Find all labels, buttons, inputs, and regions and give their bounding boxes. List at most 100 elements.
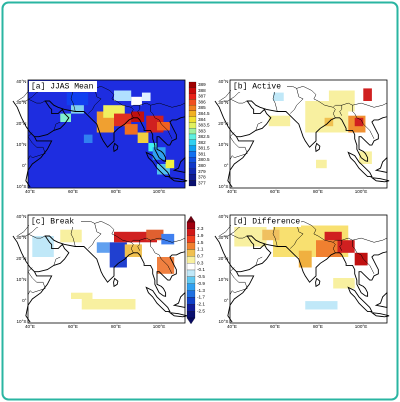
latitude-label: 40°N [218, 79, 228, 84]
colorbar-swatch [188, 139, 197, 146]
colorbar-swatch [186, 311, 196, 319]
colorbar-swatch [186, 263, 196, 271]
longitude-label: 100°E [355, 189, 368, 194]
colorbar-swatch [188, 116, 197, 123]
map-panel [11, 79, 189, 189]
latitude-label: 40°N [16, 79, 26, 84]
colorbar-label: -2.5 [197, 308, 205, 313]
colorbar-label: 383 [198, 128, 206, 133]
latitude-label: 20°N [16, 256, 26, 261]
colorbar-swatch [186, 297, 196, 305]
longitude-label: 60°E [68, 324, 78, 329]
panel-title: [b] Active [233, 83, 281, 92]
colorbar-swatch [188, 128, 197, 135]
longitude-label: 40°E [227, 189, 237, 194]
latitude-label: 0° [224, 163, 229, 168]
colorbar-label: 384 [198, 117, 206, 122]
colorbar-label: 380.5 [198, 157, 210, 162]
colorbar-label: 2.3 [197, 226, 204, 231]
colorbar-label: -1.3 [197, 288, 205, 293]
longitude-label: 80°E [313, 324, 323, 329]
longitude-label: 40°E [227, 324, 237, 329]
colorbar-label: -0.9 [197, 281, 205, 286]
panel-title: [c] Break [31, 218, 74, 227]
colorbar-swatch [188, 174, 197, 181]
latitude-label: 10°S [218, 184, 228, 189]
latitude-label: 30°N [16, 235, 26, 240]
colorbar-swatch [188, 122, 197, 129]
latitude-label: 0° [22, 298, 27, 303]
colorbar-swatch [186, 235, 196, 243]
colorbar-swatch [186, 290, 196, 298]
longitude-label: 100°E [153, 324, 166, 329]
colorbar-label: -0.1 [197, 267, 205, 272]
latitude-label: 20°N [16, 121, 26, 126]
latitude-label: 20°N [218, 256, 228, 261]
longitude-label: 40°E [25, 324, 35, 329]
longitude-label: 100°E [355, 324, 368, 329]
longitude-label: 80°E [111, 189, 121, 194]
colorbar-label: 381.5 [198, 146, 210, 151]
latitude-label: 20°N [218, 121, 228, 126]
colorbar-swatch [188, 81, 197, 88]
longitude-label: 60°E [270, 189, 280, 194]
colorbar-label: 377 [198, 180, 206, 185]
colorbar-label: 384.5 [198, 111, 210, 116]
colorbar-swatch [188, 162, 197, 169]
latitude-label: 40°N [16, 214, 26, 219]
colorbar-swatch [188, 151, 197, 158]
latitude-label: 10°N [16, 142, 26, 147]
colorbar-label: 0.3 [197, 260, 204, 265]
colorbar-swatch [188, 110, 197, 117]
panel-title: [a] JJAS Mean [31, 83, 94, 92]
colorbar-label: 387 [198, 94, 206, 99]
colorbar-label: 381 [198, 151, 206, 156]
latitude-label: 0° [224, 298, 229, 303]
longitude-label: 60°E [68, 189, 78, 194]
colorbar-label: 383.5 [198, 123, 210, 128]
latitude-label: 10°S [16, 319, 26, 324]
latitude-label: 10°N [16, 277, 26, 282]
latitude-label: 30°N [16, 100, 26, 105]
colorbar-swatch [186, 221, 196, 229]
latitude-label: 0° [22, 163, 27, 168]
colorbar-label: 1.1 [197, 247, 204, 252]
colorbar-label: 379 [198, 169, 206, 174]
latitude-label: 40°N [218, 214, 228, 219]
map-panel [11, 214, 189, 324]
latitude-label: 10°S [218, 319, 228, 324]
longitude-label: 80°E [313, 189, 323, 194]
colorbar-label: -1.7 [197, 295, 205, 300]
colorbar-swatch [186, 256, 196, 264]
panel-title: [d] Difference [233, 218, 300, 227]
colorbar-swatch [186, 249, 196, 257]
longitude-label: 60°E [270, 324, 280, 329]
colorbar-swatch [188, 145, 197, 152]
colorbar-label: -0.5 [197, 274, 205, 279]
colorbar-label: -2.1 [197, 302, 205, 307]
colorbar-swatch [186, 304, 196, 312]
colorbar-swatch [186, 276, 196, 284]
colorbar-label: 0.7 [197, 254, 204, 259]
map-panel [213, 214, 391, 324]
latitude-label: 10°N [218, 142, 228, 147]
colorbar-swatch [188, 99, 197, 106]
colorbar-swatch [188, 180, 197, 187]
colorbar-arrow [186, 317, 196, 325]
latitude-label: 10°N [218, 277, 228, 282]
colorbar-swatch [186, 228, 196, 236]
colorbar-swatch [188, 87, 197, 94]
colorbar-swatch [188, 93, 197, 100]
colorbar-label: 380 [198, 163, 206, 168]
colorbar-label: 385 [198, 105, 206, 110]
colorbar-label: 386 [198, 99, 206, 104]
longitude-label: 40°E [25, 189, 35, 194]
colorbar-swatch [188, 105, 197, 111]
colorbar-label: 1.9 [197, 233, 204, 238]
colorbar-swatch [188, 168, 197, 175]
colorbar-label: 1.5 [197, 240, 204, 245]
colorbar-swatch [186, 242, 196, 250]
colorbar-swatch [188, 157, 197, 163]
